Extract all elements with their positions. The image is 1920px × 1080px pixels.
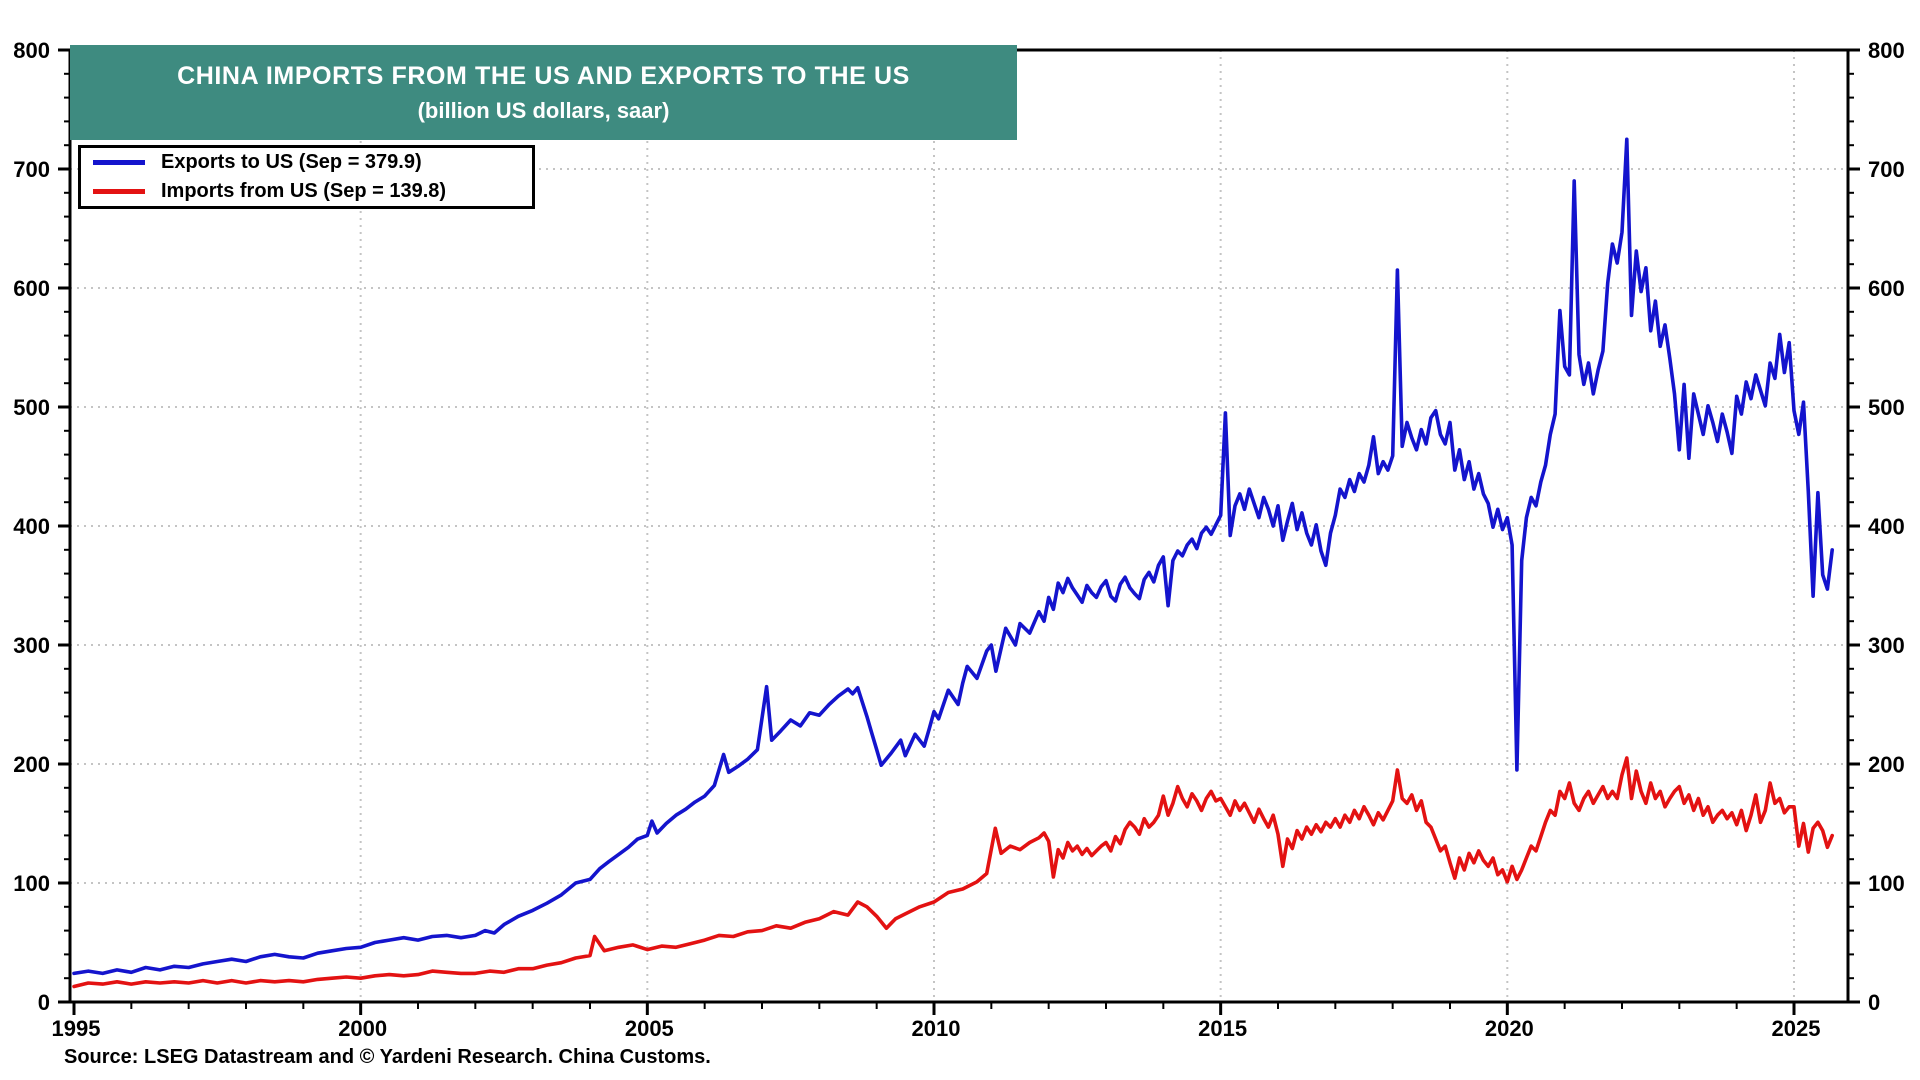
- y-axis-label-right: 200: [1868, 752, 1905, 777]
- legend-label-imports: Imports from US (Sep = 139.8): [161, 180, 447, 202]
- y-axis-label-left: 700: [13, 157, 50, 182]
- y-axis-label-right: 400: [1868, 514, 1905, 539]
- x-axis-label: 2005: [625, 1016, 674, 1041]
- y-axis-label-left: 800: [13, 38, 50, 63]
- y-axis-label-right: 700: [1868, 157, 1905, 182]
- y-axis-label-right: 800: [1868, 38, 1905, 63]
- chart-title: CHINA IMPORTS FROM THE US AND EXPORTS TO…: [177, 61, 910, 90]
- source-note: Source: LSEG Datastream and © Yardeni Re…: [64, 1046, 711, 1068]
- x-axis-label: 2025: [1772, 1016, 1821, 1041]
- x-axis-label: 2000: [338, 1016, 387, 1041]
- imports-line-series: [72, 756, 1834, 989]
- legend-row-imports: Imports from US (Sep = 139.8): [81, 179, 532, 205]
- y-axis-label-left: 500: [13, 395, 50, 420]
- y-axis-label-left: 300: [13, 633, 50, 658]
- x-axis-label: 1995: [52, 1016, 101, 1041]
- y-axis-label-left: 600: [13, 276, 50, 301]
- y-axis-label-left: 0: [38, 990, 50, 1015]
- y-axis-label-right: 0: [1868, 990, 1880, 1015]
- legend-row-exports: Exports to US (Sep = 379.9): [81, 150, 532, 176]
- axis-label-layer: 0 0 100 100 200 200 300 300 400 400 500 500 600 600 70…: [13, 38, 1904, 1041]
- exports-line-swatch: [93, 160, 145, 165]
- y-axis-label-right: 300: [1868, 633, 1905, 658]
- y-axis-label-right: 100: [1868, 871, 1905, 896]
- y-axis-label-left: 200: [13, 752, 50, 777]
- chart-subtitle: (billion US dollars, saar): [417, 97, 670, 123]
- x-axis-label: 2020: [1485, 1016, 1534, 1041]
- legend-label-exports: Exports to US (Sep = 379.9): [161, 151, 422, 173]
- tick-layer: [58, 48, 1860, 1015]
- grid-layer: [70, 50, 1848, 1002]
- legend-box: Exports to US (Sep = 379.9) Imports from…: [78, 145, 535, 209]
- imports-line-swatch: [93, 189, 145, 194]
- x-axis-label: 2010: [912, 1016, 961, 1041]
- y-axis-label-right: 600: [1868, 276, 1905, 301]
- y-axis-label-left: 100: [13, 871, 50, 896]
- x-axis-label: 2015: [1198, 1016, 1247, 1041]
- exports-line-series: [72, 137, 1834, 976]
- y-axis-label-left: 400: [13, 514, 50, 539]
- y-axis-label-right: 500: [1868, 395, 1905, 420]
- chart-title-box: CHINA IMPORTS FROM THE US AND EXPORTS TO…: [70, 45, 1017, 140]
